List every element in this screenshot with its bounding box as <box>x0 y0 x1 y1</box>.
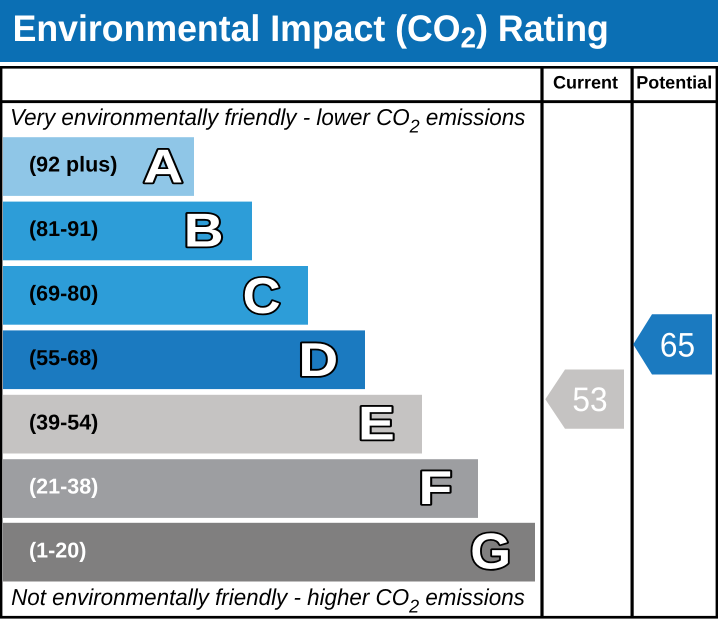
svg-text:F: F <box>419 462 453 515</box>
svg-text:G: G <box>470 523 511 580</box>
svg-text:Environmental Impact (CO2) Rat: Environmental Impact (CO2) Rating <box>13 8 609 54</box>
svg-text:Current: Current <box>553 73 618 93</box>
svg-text:(81-91): (81-91) <box>29 217 98 241</box>
svg-text:Not environmentally friendly -: Not environmentally friendly - higher CO… <box>11 584 525 617</box>
svg-text:(92 plus): (92 plus) <box>29 153 117 177</box>
svg-text:Very environmentally friendly: Very environmentally friendly - lower CO… <box>10 104 526 137</box>
svg-text:(69-80): (69-80) <box>29 282 98 306</box>
svg-text:B: B <box>184 204 224 257</box>
svg-text:C: C <box>243 267 281 324</box>
svg-text:(55-68): (55-68) <box>29 346 98 370</box>
svg-text:53: 53 <box>572 381 607 419</box>
svg-text:65: 65 <box>660 327 695 365</box>
svg-text:(1-20): (1-20) <box>29 538 86 562</box>
svg-text:A: A <box>143 141 183 194</box>
svg-text:D: D <box>298 334 338 387</box>
svg-text:(21-38): (21-38) <box>29 475 98 499</box>
svg-text:E: E <box>358 397 395 450</box>
svg-text:Potential: Potential <box>636 73 712 93</box>
svg-text:(39-54): (39-54) <box>29 410 98 434</box>
